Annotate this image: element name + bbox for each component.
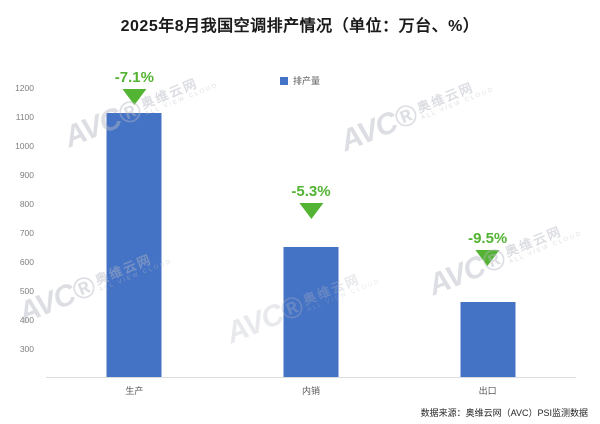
legend-label: 排产量: [292, 76, 320, 86]
y-axis-tick: 300: [19, 344, 34, 354]
y-axis-tick: 1200: [15, 83, 34, 93]
growth-rate-label: -7.1%: [114, 69, 154, 87]
legend-swatch: [279, 76, 288, 85]
y-axis-tick: 500: [19, 286, 34, 296]
bar-group-生产: -7.1% 生产: [46, 69, 223, 396]
growth-annotation-出口: -9.5%: [468, 230, 507, 266]
down-arrow-icon: [122, 89, 147, 106]
y-axis-tick: 800: [19, 199, 34, 209]
x-axis-label-生产: 生产: [125, 386, 144, 396]
y-axis-tick: 900: [19, 170, 34, 180]
growth-rate-label: -5.3%: [291, 182, 331, 200]
bar-出口: [460, 301, 516, 377]
y-axis-tick: 1100: [15, 112, 34, 122]
legend: 排产量: [0, 74, 600, 87]
data-source-note: 数据来源：奥维云网（AVC）PSI监测数据: [420, 408, 588, 418]
chart-title: 2025年8月我国空调排产情况（单位：万台、%）: [120, 18, 480, 35]
down-arrow-icon: [475, 249, 500, 266]
bar-生产: [106, 113, 162, 377]
y-axis-tick: 600: [19, 257, 34, 267]
bars-container: -7.1% 生产 -5.3% 内销 -9.5% 出口: [46, 69, 576, 396]
bar-group-内销: -5.3% 内销: [223, 88, 400, 396]
growth-rate-label: -9.5%: [468, 229, 508, 247]
y-axis-tick: 1000: [15, 141, 34, 151]
y-axis-tick: 700: [19, 228, 34, 238]
x-axis-label-出口: 出口: [478, 386, 497, 396]
plot-area: -7.1% 生产 -5.3% 内销 -9.5% 出口: [46, 69, 576, 396]
bar-group-出口: -9.5% 出口: [399, 88, 576, 396]
down-arrow-icon: [299, 202, 323, 219]
y-axis-tick: 400: [19, 315, 34, 325]
y-axis: 1200 1100 1000 900 800 700 600 500 400 300: [0, 83, 40, 378]
x-axis-label-内销: 内销: [301, 386, 321, 396]
growth-annotation-内销: -5.3%: [291, 182, 331, 219]
growth-annotation-生产: -7.1%: [114, 69, 154, 106]
bar-内销: [283, 246, 339, 377]
